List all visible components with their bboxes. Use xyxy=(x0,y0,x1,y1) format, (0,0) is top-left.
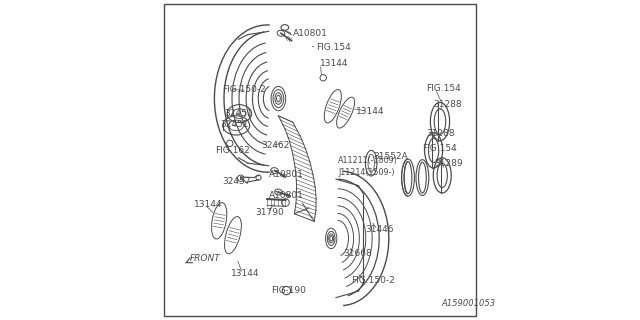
Text: FIG.150-2: FIG.150-2 xyxy=(351,276,395,285)
Text: 32451: 32451 xyxy=(220,120,249,129)
Text: 31288: 31288 xyxy=(434,100,462,109)
Text: FIG.154: FIG.154 xyxy=(316,44,351,52)
Text: 31289: 31289 xyxy=(435,159,463,168)
Text: A10801: A10801 xyxy=(269,170,303,179)
Text: A11211(-1509): A11211(-1509) xyxy=(339,156,398,165)
Text: 13144: 13144 xyxy=(195,200,223,209)
Text: 32451: 32451 xyxy=(224,109,253,118)
Text: A10801: A10801 xyxy=(269,191,303,200)
Text: FIG.154: FIG.154 xyxy=(427,84,461,93)
Text: 31446: 31446 xyxy=(365,225,394,234)
Text: 31668: 31668 xyxy=(344,249,372,258)
Text: 13144: 13144 xyxy=(356,107,384,116)
Text: 13144: 13144 xyxy=(320,60,349,68)
Text: 31552A: 31552A xyxy=(372,152,408,161)
Text: FIG.150-2: FIG.150-2 xyxy=(223,85,266,94)
Text: FIG.162: FIG.162 xyxy=(215,146,250,155)
Text: A159001053: A159001053 xyxy=(441,299,495,308)
Text: FIG.190: FIG.190 xyxy=(271,286,306,295)
Text: 32462: 32462 xyxy=(262,141,290,150)
Text: A10801: A10801 xyxy=(292,29,328,38)
Text: 31288: 31288 xyxy=(427,129,455,138)
Text: 31790: 31790 xyxy=(255,208,284,217)
Text: FRONT: FRONT xyxy=(189,254,221,263)
Text: 13144: 13144 xyxy=(231,269,260,278)
Text: 32457: 32457 xyxy=(223,177,251,186)
Text: J11214(1509-): J11214(1509-) xyxy=(339,168,395,177)
Text: FIG.154: FIG.154 xyxy=(422,144,456,153)
